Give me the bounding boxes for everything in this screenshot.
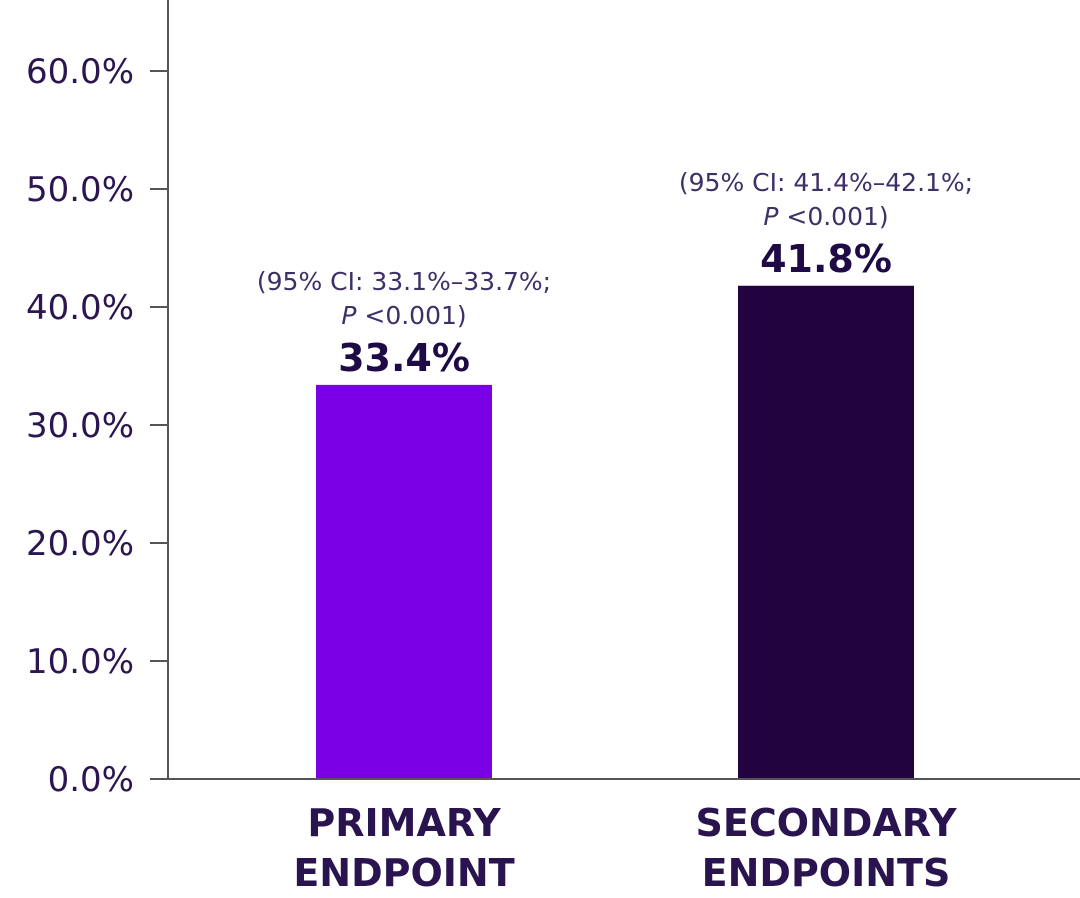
x-category-label: PRIMARY <box>307 801 501 845</box>
y-tick-label: 0.0% <box>48 760 134 800</box>
bars <box>316 285 914 779</box>
x-category-label: SECONDARY <box>696 801 957 845</box>
p-symbol: P <box>341 301 357 330</box>
secondary-endpoints-bar <box>738 285 914 779</box>
y-tick-label: 10.0% <box>26 642 134 682</box>
confidence-interval-label: (95% CI: 41.4%–42.1%; <box>679 168 973 197</box>
y-tick-label: 50.0% <box>26 170 134 210</box>
x-category-label: ENDPOINT <box>293 851 514 895</box>
y-tick-label: 40.0% <box>26 288 134 328</box>
y-tick-label: 60.0% <box>26 52 134 92</box>
y-axis-ticks: 0.0% 10.0% 20.0% 30.0% 40.0% 50.0% 60.0% <box>26 52 168 800</box>
bar-value-label: 33.4% <box>338 336 470 380</box>
primary-endpoint-bar <box>316 384 492 779</box>
y-tick-label: 30.0% <box>26 406 134 446</box>
bar-value-label: 41.8% <box>760 237 892 281</box>
bar-annotations: 33.4% (95% CI: 33.1%–33.7%; P <0.001) 41.8%… <box>257 168 973 380</box>
x-axis-categories: PRIMARY ENDPOINT SECONDARY ENDPOINTS <box>293 801 957 895</box>
confidence-interval-label: (95% CI: 33.1%–33.7%; <box>257 267 551 296</box>
p-value: <0.001) <box>356 301 466 330</box>
p-value-label: P <0.001) <box>763 202 888 231</box>
y-tick-label: 20.0% <box>26 524 134 564</box>
p-symbol: P <box>763 202 779 231</box>
x-category-label: ENDPOINTS <box>702 851 951 895</box>
p-value-label: P <0.001) <box>341 301 466 330</box>
p-value: <0.001) <box>778 202 888 231</box>
